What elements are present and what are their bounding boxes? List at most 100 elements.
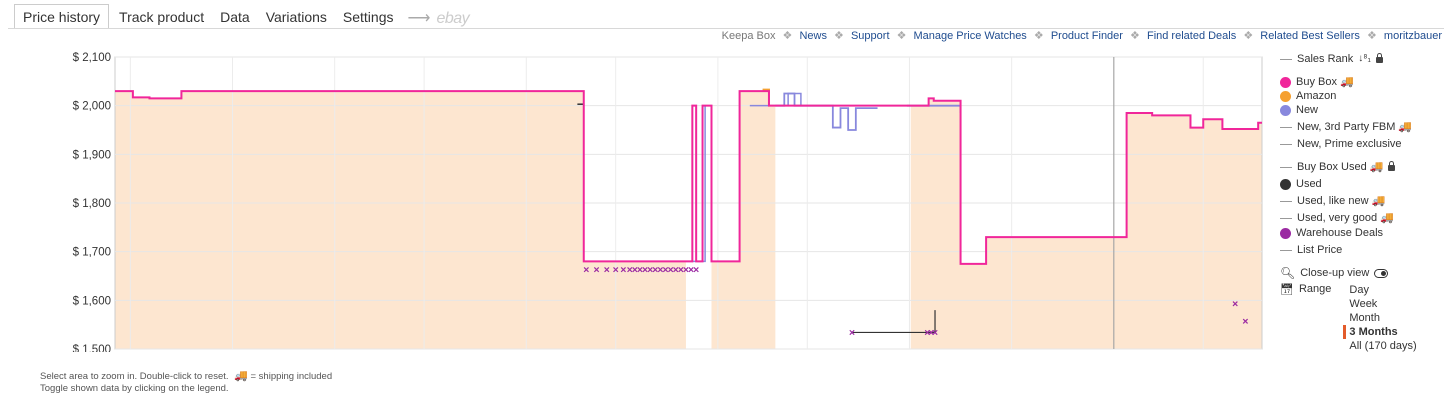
legend-new-prime[interactable]: New, Prime exclusive (1280, 137, 1456, 151)
warehouse-marker (667, 267, 674, 273)
shipping-hint: = shipping included (250, 371, 333, 382)
news-link[interactable]: News (799, 30, 827, 42)
user-link[interactable]: moritzbauer (1383, 30, 1442, 42)
y-tick-label: $ 1,700 (73, 247, 111, 259)
tab-variations[interactable]: Variations (265, 9, 327, 25)
legend-sales-rank[interactable]: Sales Rank ↓⁸₁ (1280, 52, 1456, 66)
grid-layer (114, 56, 1263, 350)
legend-amazon[interactable]: Amazon (1280, 89, 1456, 103)
separator-icon: ❖ (1243, 30, 1254, 42)
keepa-box-label: Keepa Box (721, 30, 776, 42)
legend-label: Close-up view (1300, 267, 1370, 279)
legend-label: Sales Rank (1297, 53, 1354, 65)
legend-label: Warehouse Deals (1296, 227, 1384, 239)
warehouse-marker (1232, 301, 1238, 307)
tab-divider (8, 28, 1444, 29)
range-option[interactable]: Month (1349, 312, 1380, 324)
tab-settings[interactable]: Settings (342, 9, 394, 25)
warehouse-marker (627, 267, 633, 273)
legend-label: Buy Box Used (1297, 161, 1367, 173)
separator-icon: ❖ (834, 30, 844, 42)
y-tick-label: $ 2,100 (73, 52, 111, 64)
line-swatch-icon (1280, 143, 1292, 145)
warehouse-marker (924, 329, 930, 336)
separator-icon: ❖ (1366, 30, 1377, 42)
y-tick-label: $ 1,800 (73, 198, 111, 210)
warehouse-marker (693, 267, 699, 273)
orange-dot-icon (1280, 90, 1291, 102)
legend-buy-box[interactable]: Buy Box 🚚 (1280, 75, 1456, 89)
warehouse-marker (928, 329, 934, 336)
lock-icon (1388, 161, 1396, 171)
legend-label: Used, very good (1297, 212, 1378, 224)
legend-buy-box-used[interactable]: Buy Box Used 🚚 (1280, 160, 1456, 174)
tab-track-product[interactable]: Track product (119, 9, 205, 25)
y-axis: $ 2,100 $ 2,000 $ 1,900 $ 1,800 $ 1,700 $ 1,6… (73, 52, 111, 352)
range-option[interactable]: Day (1349, 284, 1369, 296)
toggle-hint: Toggle shown data by clicking on the leg… (40, 383, 229, 394)
legend-used-very-good[interactable]: Used, very good 🚚 (1280, 211, 1456, 225)
fill-area (910, 98, 1262, 349)
truck-icon: 🚚 (234, 370, 248, 382)
warehouse-marker (673, 267, 679, 273)
y-tick-label: $ 1,500 (73, 344, 111, 352)
line-swatch-icon (1280, 217, 1292, 219)
line-swatch-icon (1280, 249, 1292, 251)
range-option[interactable]: All (170 days) (1349, 340, 1417, 352)
legend-new-3rd-fbm[interactable]: New, 3rd Party FBM 🚚 (1280, 120, 1456, 134)
tab-price-history[interactable]: Price history (14, 4, 110, 29)
legend-label: Used, like new (1297, 195, 1369, 207)
find-related-deals-link[interactable]: Find related Deals (1146, 30, 1237, 42)
series-new (775, 92, 878, 131)
warehouse-marker (642, 267, 648, 273)
close-up-view-toggle[interactable]: 🔍︎ Close-up view (1280, 266, 1456, 280)
truck-icon: 🚚 (1380, 212, 1394, 224)
legend-label: Buy Box (1296, 76, 1337, 88)
fill-area (115, 91, 686, 350)
warehouse-marker (678, 267, 684, 273)
warehouse-marker (620, 267, 626, 273)
warehouse-marker (604, 267, 610, 273)
legend-label: New, 3rd Party FBM (1297, 121, 1396, 133)
warehouse-marker (849, 329, 855, 336)
y-tick-label: $ 1,600 (73, 295, 111, 307)
warehouse-marker (657, 267, 664, 273)
warehouse-marker (662, 267, 669, 273)
calendar-icon: 📅︎ (1280, 284, 1294, 296)
warehouse-marker (932, 329, 938, 336)
purple-dot-icon (1280, 104, 1291, 116)
ebay-link[interactable]: ebay (436, 10, 470, 27)
line-swatch-icon (1280, 166, 1292, 168)
range-option[interactable]: 3 Months (1343, 325, 1416, 339)
sort-icon: ↓⁸₁ (1358, 53, 1371, 64)
range-selector: 📅︎ Range Day Week Month 3 Months All (170 day… (1280, 283, 1456, 353)
warehouse-marker (613, 267, 619, 273)
magnifier-icon: 🔍︎ (1280, 266, 1296, 280)
tab-data[interactable]: Data (220, 9, 250, 25)
legend-new[interactable]: New (1280, 103, 1456, 117)
manage-price-watches-link[interactable]: Manage Price Watches (913, 30, 1027, 42)
top-links: Keepa Box ❖ News ❖ Support ❖ Manage Pric… (722, 29, 1442, 42)
price-history-chart[interactable]: $ 2,100 $ 2,000 $ 1,900 $ 1,800 $ 1,700 $ 1,6… (0, 52, 1270, 352)
product-finder-link[interactable]: Product Finder (1050, 30, 1123, 42)
range-option[interactable]: Week (1349, 298, 1378, 310)
black-dot-icon (1280, 178, 1291, 190)
legend-used[interactable]: Used (1280, 177, 1456, 191)
legend-warehouse-deals[interactable]: Warehouse Deals (1280, 226, 1456, 240)
separator-icon: ❖ (782, 30, 793, 42)
toggle-switch-icon[interactable] (1374, 268, 1389, 278)
pink-dot-icon (1280, 76, 1291, 88)
fill-area (711, 91, 776, 350)
series-buy-box (115, 90, 1262, 265)
related-best-sellers-link[interactable]: Related Best Sellers (1260, 30, 1360, 42)
arrow-right-icon: ⟶ (407, 10, 431, 27)
legend-label: Amazon (1296, 90, 1337, 102)
lock-icon (1375, 53, 1383, 63)
separator-icon: ❖ (896, 30, 907, 42)
support-link[interactable]: Support (850, 30, 890, 42)
legend-used-like-new[interactable]: Used, like new 🚚 (1280, 194, 1456, 208)
separator-icon: ❖ (1130, 30, 1140, 42)
legend-list-price[interactable]: List Price (1280, 243, 1456, 257)
legend-label: New, Prime exclusive (1297, 138, 1402, 150)
warehouse-marker (1242, 318, 1249, 324)
